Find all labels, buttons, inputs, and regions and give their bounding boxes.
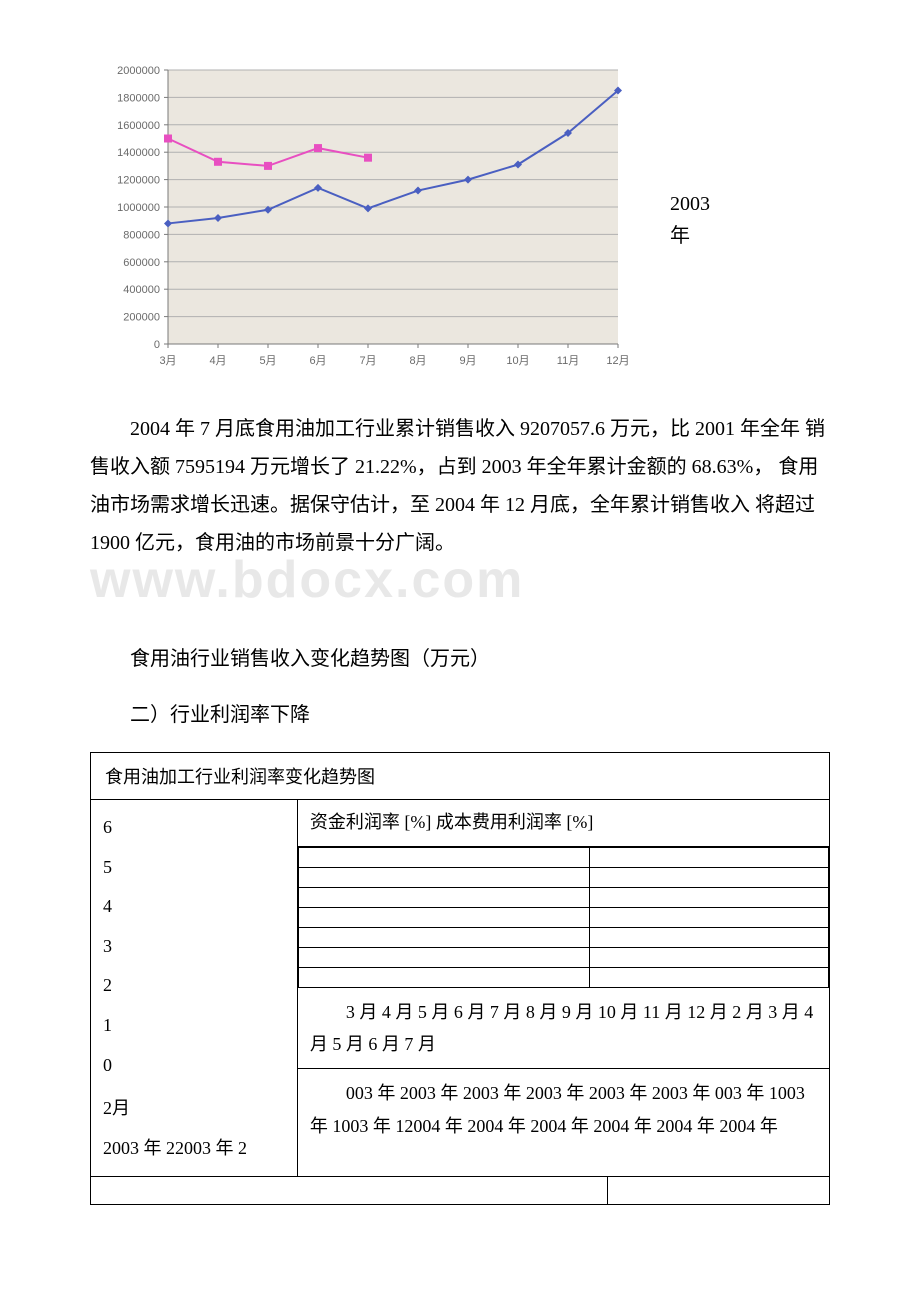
profit-grid-cell-l [298, 907, 590, 927]
profit-left-bottom: 2月2003 年 22003 年 2 [103, 1089, 285, 1168]
profit-grid-cell-r [590, 947, 829, 967]
revenue-chart-row: 0 200000 400000 600000 800000 1000000 1200000 1… [90, 60, 830, 380]
svg-text:1800000: 1800000 [117, 92, 160, 104]
profit-grid-cell-r [590, 847, 829, 867]
profit-legend: 资金利润率 [%] 成本费用利润率 [%] [297, 800, 829, 847]
svg-text:4月: 4月 [209, 355, 226, 367]
profit-grid-cell-l [298, 847, 590, 867]
svg-text:1000000: 1000000 [117, 202, 160, 214]
svg-text:3月: 3月 [159, 355, 176, 367]
profit-y-value: 5 [103, 848, 285, 888]
profit-months-text: 3 月 4 月 5 月 6 月 7 月 8 月 9 月 10 月 11 月 12… [310, 996, 817, 1061]
profit-y-value: 4 [103, 887, 285, 927]
revenue-chart: 0 200000 400000 600000 800000 1000000 1200000 1… [90, 60, 630, 380]
profit-grid-cell-r [590, 967, 829, 987]
profit-chart-title: 食用油加工行业利润率变化趋势图 [91, 753, 830, 800]
svg-text:6月: 6月 [309, 355, 326, 367]
profit-grid-cell-r [590, 887, 829, 907]
profit-y-value: 2 [103, 966, 285, 1006]
svg-text:2000000: 2000000 [117, 65, 160, 77]
profit-grid-cell-l [298, 967, 590, 987]
profit-y-values: 6543210 [103, 808, 285, 1085]
heading-2: 二）行业利润率下降 [90, 696, 830, 734]
chart-side-label: 2003 年 [670, 188, 710, 252]
profit-right-years: 003 年 2003 年 2003 年 2003 年 2003 年 2003 年… [298, 1068, 829, 1150]
profit-chart-table: 食用油加工行业利润率变化趋势图 6543210 2月2003 年 22003 年… [90, 752, 830, 1205]
svg-text:9月: 9月 [459, 355, 476, 367]
profit-empty-2 [608, 1177, 830, 1205]
profit-grid-cell-l [298, 887, 590, 907]
profit-right-months: 3 月 4 月 5 月 6 月 7 月 8 月 9 月 10 月 11 月 12… [298, 988, 829, 1069]
profit-years-text: 003 年 2003 年 2003 年 2003 年 2003 年 2003 年… [310, 1077, 817, 1142]
profit-empty-1 [91, 1177, 608, 1205]
svg-text:800000: 800000 [123, 229, 160, 241]
profit-grid-cell-r [590, 927, 829, 947]
profit-left-column: 6543210 2月2003 年 22003 年 2 [91, 800, 298, 1177]
svg-text:0: 0 [154, 339, 160, 351]
profit-grid-cell-l [298, 867, 590, 887]
svg-text:1400000: 1400000 [117, 147, 160, 159]
profit-left-bottom-item: 2月 [103, 1089, 285, 1129]
svg-text:5月: 5月 [259, 355, 276, 367]
profit-y-value: 6 [103, 808, 285, 848]
side-label-line2: 年 [670, 220, 710, 252]
svg-text:200000: 200000 [123, 312, 160, 324]
side-label-line1: 2003 [670, 188, 710, 220]
profit-small-grid [298, 847, 829, 988]
svg-text:600000: 600000 [123, 257, 160, 269]
svg-text:1200000: 1200000 [117, 175, 160, 187]
profit-grid-cell-r [590, 907, 829, 927]
svg-text:8月: 8月 [409, 355, 426, 367]
profit-grid-cell-r [590, 867, 829, 887]
svg-text:10月: 10月 [506, 355, 529, 367]
svg-text:1600000: 1600000 [117, 120, 160, 132]
profit-y-value: 3 [103, 927, 285, 967]
svg-text:12月: 12月 [606, 355, 629, 367]
caption-1: 食用油行业销售收入变化趋势图（万元） [90, 640, 830, 678]
svg-text:7月: 7月 [359, 355, 376, 367]
svg-text:11月: 11月 [557, 355, 579, 367]
profit-grid-cell-l [298, 927, 590, 947]
svg-text:400000: 400000 [123, 284, 160, 296]
profit-left-bottom-item: 2003 年 22003 年 2 [103, 1129, 285, 1169]
profit-y-value: 1 [103, 1006, 285, 1046]
paragraph-1: 2004 年 7 月底食用油加工行业累计销售收入 9207057.6 万元，比 … [90, 410, 830, 562]
profit-grid-cell: 3 月 4 月 5 月 6 月 7 月 8 月 9 月 10 月 11 月 12… [297, 846, 829, 1177]
profit-y-value: 0 [103, 1046, 285, 1086]
revenue-chart-svg: 0 200000 400000 600000 800000 1000000 1200000 1… [90, 60, 630, 380]
profit-grid-cell-l [298, 947, 590, 967]
